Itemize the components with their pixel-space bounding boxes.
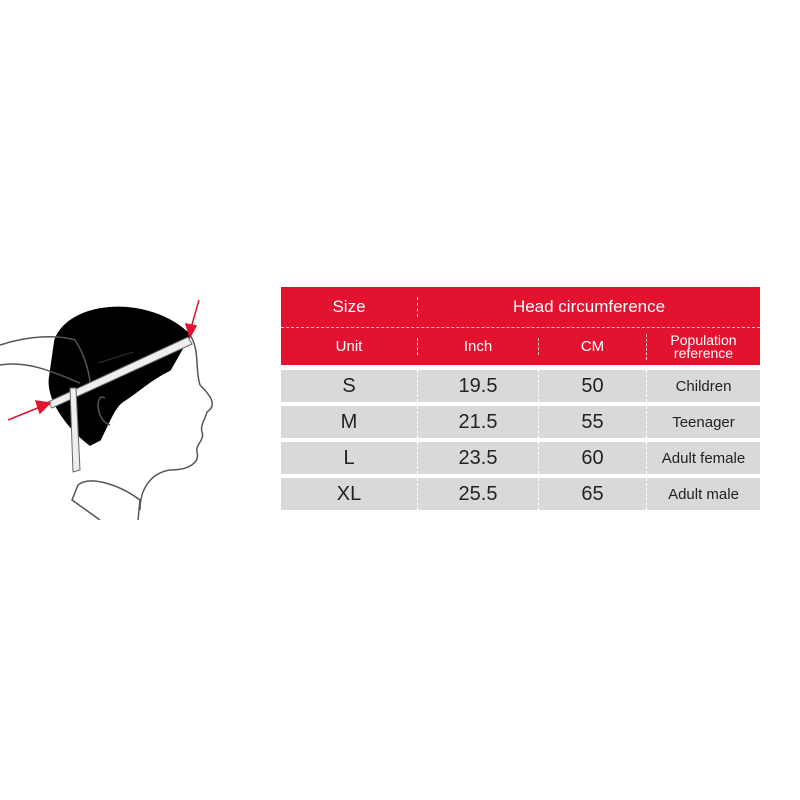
table-header: Size Head circumference Unit Inch CM Pop…	[281, 287, 760, 365]
cell-population: Children	[646, 370, 760, 402]
neck-collar	[71, 480, 141, 520]
table-row: L 23.5 60 Adult female	[281, 442, 760, 474]
header-inch: Inch	[417, 338, 538, 355]
head-measurement-illustration	[0, 299, 214, 520]
cell-population: Adult male	[646, 478, 760, 510]
cell-inch: 23.5	[417, 442, 538, 474]
cell-inch: 19.5	[417, 370, 538, 402]
cell-cm: 60	[538, 442, 646, 474]
arrow-icon	[7, 299, 200, 421]
header-population: Population reference	[646, 333, 760, 360]
cell-size: XL	[336, 482, 362, 505]
header-unit: Unit	[335, 338, 363, 355]
hand	[0, 335, 91, 386]
header-head-circumference: Head circumference	[417, 297, 760, 317]
table-row: S 19.5 50 Children	[281, 370, 760, 402]
cell-cm: 65	[538, 478, 646, 510]
size-chart-table: Size Head circumference Unit Inch CM Pop…	[281, 287, 760, 510]
cell-inch: 21.5	[417, 406, 538, 438]
cell-population: Adult female	[646, 442, 760, 474]
measuring-tape	[47, 336, 193, 473]
cell-cm: 55	[538, 406, 646, 438]
cell-size: L	[343, 446, 355, 469]
header-size: Size	[332, 297, 366, 316]
face-outline	[139, 334, 214, 511]
cell-size: S	[342, 374, 356, 397]
table-row: M 21.5 55 Teenager	[281, 406, 760, 438]
table-row: XL 25.5 65 Adult male	[281, 478, 760, 510]
cell-cm: 50	[538, 370, 646, 402]
ear	[97, 396, 111, 426]
cell-size: M	[340, 410, 358, 433]
cell-inch: 25.5	[417, 478, 538, 510]
cell-population: Teenager	[646, 406, 760, 438]
header-cm: CM	[538, 338, 646, 355]
